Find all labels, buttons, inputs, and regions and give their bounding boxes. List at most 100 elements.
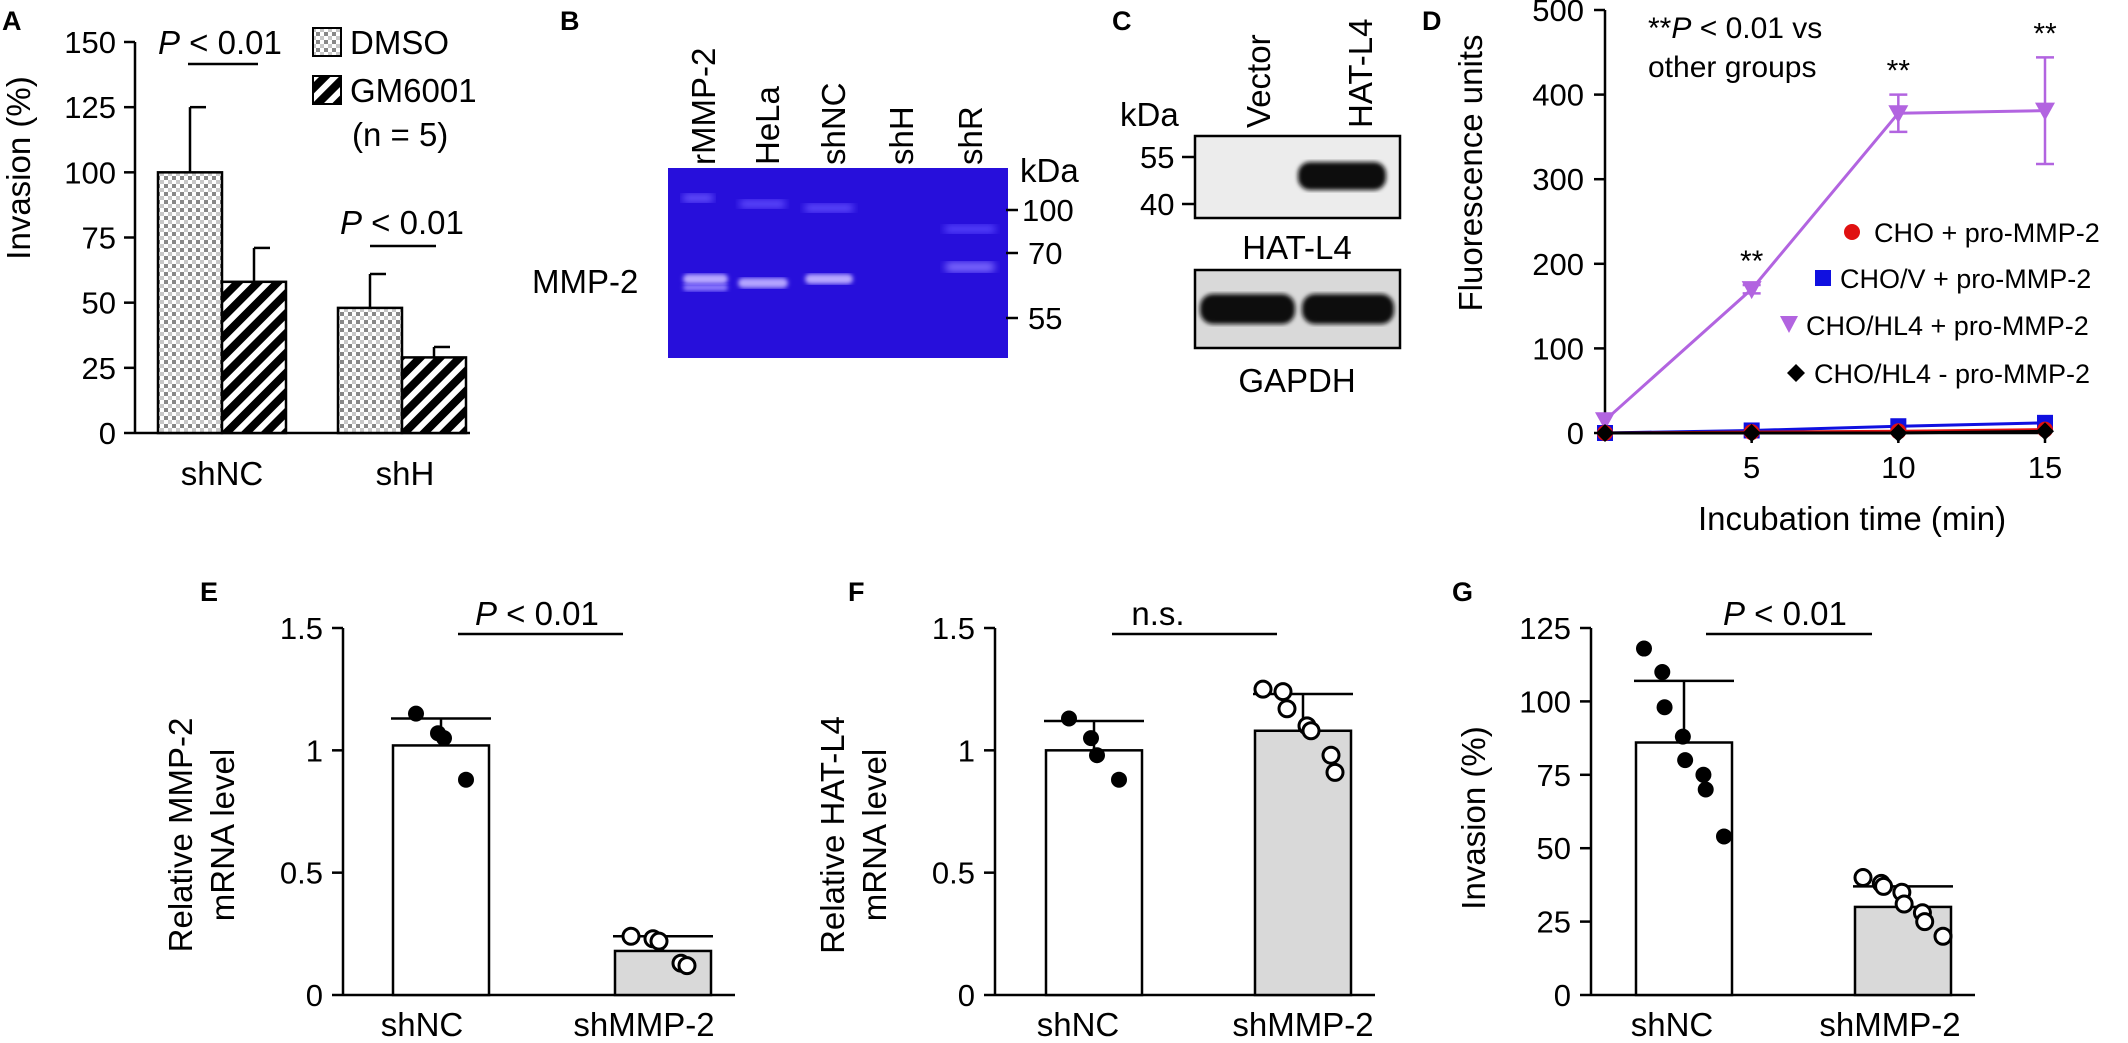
- panel-g-data-point: [1853, 868, 1873, 888]
- panel-f-data-point: [1321, 745, 1341, 765]
- panel-b-lane-label-rmmp2: rMMP-2: [685, 48, 722, 165]
- panel-a-bar-dmso-shh: [336, 306, 404, 435]
- panel-g-y-tick-label: 100: [1519, 684, 1571, 719]
- panel-b-gel: MMP-2 rMMP-2 HeLa shNC shH shR kDa 100 7…: [532, 48, 1079, 358]
- panel-e-data-point: [436, 730, 452, 747]
- panel-g-data-point: [1656, 699, 1673, 716]
- panel-b-bands: [683, 194, 995, 291]
- panel-g-data-point: [1697, 781, 1714, 798]
- panel-f-category-label-shmmp2: shMMP-2: [1232, 1006, 1373, 1043]
- panel-a-p-value-shnc: P < 0.01: [158, 24, 282, 61]
- panel-g-data-point: [1894, 894, 1914, 914]
- panel-c-band-gapdh-vector: [1200, 294, 1295, 324]
- panel-d-y-tick-label: 500: [1532, 0, 1584, 28]
- panel-d-x-tick-label: 15: [2028, 450, 2062, 485]
- panel-f-data-point: [1325, 762, 1345, 782]
- panel-c-marker-40: 40: [1140, 187, 1174, 222]
- panel-g-data-point: [1674, 728, 1691, 745]
- panel-f-y-tick-label: 1.5: [932, 611, 975, 646]
- panel-g-p-value: P < 0.01: [1723, 595, 1847, 632]
- panel-g-bar-shmmp-2: [1853, 905, 1953, 997]
- panel-e-category-label-shmmp2: shMMP-2: [573, 1006, 714, 1043]
- panel-a-y-tick-label: 150: [64, 25, 116, 60]
- panel-c-blot-label-gapdh: GAPDH: [1238, 362, 1355, 399]
- panel-a-bar-dmso-shnc: [156, 171, 224, 435]
- panel-d-y-tick-label: 100: [1532, 331, 1584, 366]
- panel-g-category-label-shmmp2: shMMP-2: [1819, 1006, 1960, 1043]
- panel-g-data-point: [1695, 766, 1712, 783]
- panel-b-lane-label-shnc: shNC: [815, 82, 852, 165]
- panel-e-category-label-shnc: shNC: [381, 1006, 464, 1043]
- panel-e-data-point: [458, 771, 474, 788]
- panel-g-y-tick-label: 125: [1519, 611, 1571, 646]
- panel-d-legend-label-cho: CHO + pro-MMP-2: [1874, 218, 2100, 248]
- panel-g-category-label-shnc: shNC: [1631, 1006, 1714, 1043]
- panel-f-y-tick-label: 0: [958, 978, 975, 1013]
- panel-g-y-axis-title: Invasion (%): [1455, 726, 1492, 909]
- panel-e-y-tick-label: 0.5: [280, 856, 323, 891]
- panel-e-bar-shmmp-2: [613, 949, 713, 997]
- panel-e-bar-chart: Relative MMP-2 mRNA level P < 0.01 shNC …: [162, 595, 735, 1043]
- panel-d-legend-label-cho-v: CHO/V + pro-MMP-2: [1840, 264, 2091, 294]
- panel-g-y-tick-label: 25: [1537, 905, 1571, 940]
- panel-a-y-tick-label: 0: [99, 416, 116, 451]
- panel-d-significance-note-line2: other groups: [1648, 51, 1816, 84]
- panel-b-lane-label-shr: shR: [952, 106, 989, 165]
- panel-letter-f: F: [848, 577, 865, 607]
- panel-b-band-label: MMP-2: [532, 263, 638, 300]
- panel-d-legend-marker-cho: [1844, 224, 1860, 240]
- panel-f-data-point: [1061, 710, 1077, 727]
- panel-f-bar-chart: Relative HAT-L4 mRNA level n.s. shNC shM…: [814, 595, 1375, 1043]
- panel-d-y-tick-label: 0: [1567, 416, 1584, 451]
- panel-b-lane-label-hela: HeLa: [749, 85, 786, 165]
- panel-e-data-point: [649, 931, 669, 951]
- panel-f-data-point: [1277, 699, 1297, 719]
- panel-f-data-point: [1301, 721, 1321, 741]
- panel-e-y-tick-label: 0: [306, 978, 323, 1013]
- panel-d-significance-stars: **: [1740, 245, 1764, 278]
- panel-e-bar-shnc: [391, 744, 491, 997]
- panel-f-y-tick-label: 1: [958, 733, 975, 768]
- panel-d-point-2-1: [1741, 281, 1762, 300]
- panel-f-category-label-shnc: shNC: [1037, 1006, 1120, 1043]
- panel-d-legend-label-cho-hl4: CHO/HL4 + pro-MMP-2: [1806, 311, 2089, 341]
- panel-f-y-tick-label: 0.5: [932, 856, 975, 891]
- panel-g-y-tick-label: 75: [1537, 758, 1571, 793]
- panel-c-band-hat-l4: [1298, 162, 1386, 190]
- panel-d-legend-marker-cho-v: [1815, 270, 1831, 286]
- panel-c-western-blot: Vector HAT-L4 kDa 55 40 HAT-L4 GAPDH: [1120, 19, 1402, 399]
- panel-d-legend-marker-cho-hl4: [1780, 316, 1798, 333]
- panel-g-data-point: [1716, 828, 1732, 845]
- panel-a-legend-swatch-dmso: [312, 27, 342, 57]
- panel-f-data-point: [1253, 679, 1273, 699]
- panel-c-marker-55: 55: [1140, 140, 1174, 175]
- panel-a-legend-label-dmso: DMSO: [350, 24, 449, 61]
- panel-d-y-tick-label: 400: [1532, 78, 1584, 113]
- panel-f-data-point: [1089, 747, 1105, 764]
- panel-letter-g: G: [1452, 577, 1473, 607]
- panel-g-data-point: [1915, 912, 1935, 932]
- panel-d-point-3-3: [2036, 422, 2054, 441]
- panel-letter-e: E: [200, 577, 218, 607]
- panel-f-y-axis-title-line1: Relative HAT-L4: [814, 716, 851, 954]
- panel-f-bar-shnc: [1044, 749, 1144, 997]
- panel-a-y-tick-label: 50: [82, 286, 116, 321]
- panel-e-y-axis-title-line2: mRNA level: [204, 749, 241, 921]
- panel-g-y-tick-label: 0: [1554, 978, 1571, 1013]
- panel-g-data-point: [1874, 876, 1894, 896]
- panel-f-data-point: [1083, 730, 1099, 747]
- panel-a-category-label-shh: shH: [376, 455, 435, 492]
- panel-b-marker-70: 70: [1028, 236, 1062, 271]
- panel-d-x-axis-title: Incubation time (min): [1698, 500, 2006, 537]
- panel-a-y-axis-title: Invasion (%): [0, 76, 37, 259]
- panel-c-lane-label-hat-l4: HAT-L4: [1342, 19, 1379, 128]
- panel-g-data-point: [1636, 640, 1652, 657]
- panel-c-band-gapdh-hat-l4: [1302, 294, 1394, 324]
- panel-a-y-tick-label: 125: [64, 90, 116, 125]
- panel-e-y-tick-label: 1.5: [280, 611, 323, 646]
- panel-a-category-label-shnc: shNC: [181, 455, 264, 492]
- panel-d-y-tick-label: 200: [1532, 247, 1584, 282]
- panel-d-series-line-2: [1604, 109, 2046, 422]
- panel-d-legend-label-cho-hl4-minus: CHO/HL4 - pro-MMP-2: [1814, 359, 2090, 389]
